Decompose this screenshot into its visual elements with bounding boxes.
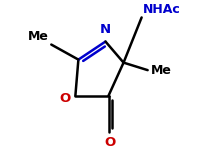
Text: Me: Me [151, 64, 171, 77]
Text: O: O [60, 92, 71, 105]
Text: O: O [104, 136, 116, 149]
Text: NHAc: NHAc [143, 3, 181, 16]
Text: N: N [100, 23, 111, 36]
Text: Me: Me [27, 30, 48, 43]
